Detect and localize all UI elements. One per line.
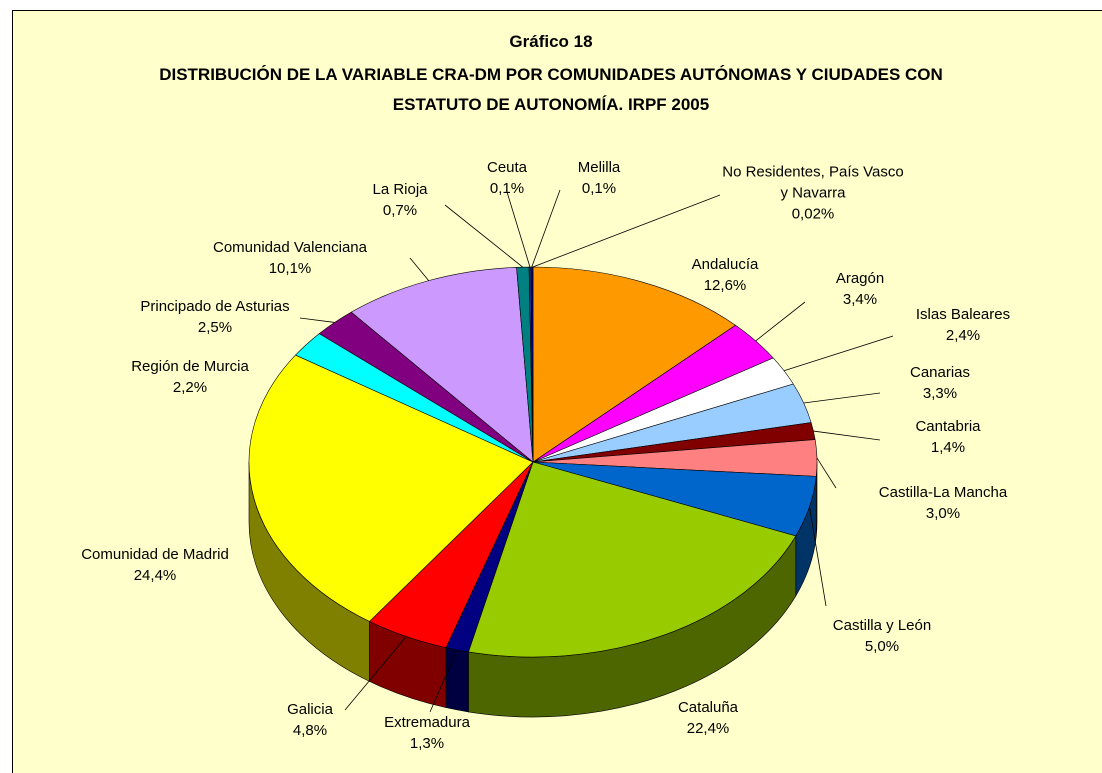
leader-line <box>816 457 837 489</box>
data-label: Castilla-La Mancha 3,0% <box>879 482 1007 524</box>
chart-subtitle: DISTRIBUCIÓN DE LA VARIABLE CRA-DM POR C… <box>159 65 943 114</box>
leader-line <box>813 430 881 441</box>
category-label: Cataluña <box>677 699 739 716</box>
value-label: 12,6% <box>703 277 747 294</box>
data-label: Principado de Asturias 2,5% <box>140 296 289 338</box>
leader-line <box>532 194 721 268</box>
data-label: Ceuta 0,1% <box>487 157 527 199</box>
data-label: La Rioja 0,7% <box>372 179 427 221</box>
category-label: Región de Murcia <box>131 358 249 375</box>
slice <box>248 354 534 622</box>
value-label: 0,7% <box>382 202 418 219</box>
value-label: 4,8% <box>292 722 328 739</box>
category-label: Galicia <box>287 701 333 718</box>
leader-line <box>531 189 561 268</box>
category-label: Castilla-La Mancha <box>878 484 1008 501</box>
slice <box>468 461 797 658</box>
category-label: Comunidad Valenciana <box>213 239 367 256</box>
data-label: No Residentes, País Vasco y Navarra 0,02% <box>718 162 908 225</box>
value-label: 5,0% <box>864 638 900 655</box>
category-label: Ceuta <box>486 159 528 176</box>
data-label: Castilla y León 5,0% <box>833 615 931 657</box>
value-label: 2,5% <box>197 319 233 336</box>
data-label: Cantabria 1,4% <box>915 416 980 458</box>
value-label: 1,3% <box>409 735 445 752</box>
leader-line <box>444 204 524 268</box>
category-label: Principado de Asturias <box>140 298 290 315</box>
category-label: Extremadura <box>384 714 470 731</box>
slice <box>350 267 534 463</box>
value-label: 10,1% <box>268 260 312 277</box>
slice-side <box>445 647 469 713</box>
category-label: Andalucía <box>691 256 759 273</box>
data-label: Melilla 0,1% <box>578 157 621 199</box>
value-label: 3,4% <box>842 291 878 308</box>
leader-line <box>344 636 407 711</box>
data-label: Cataluña 22,4% <box>678 697 738 739</box>
category-label: Melilla <box>577 159 621 176</box>
category-label: Canarias <box>909 364 971 381</box>
leader-line <box>429 649 458 713</box>
leader-line <box>299 317 335 323</box>
value-label: 0,02% <box>791 205 835 223</box>
chart-title: Gráfico 18 <box>509 32 593 51</box>
data-label: Comunidad Valenciana 10,1% <box>213 237 367 279</box>
leader-line <box>506 191 531 268</box>
data-label: Canarias 3,3% <box>910 362 970 404</box>
leader-line <box>803 392 881 404</box>
value-label: 2,4% <box>945 327 981 344</box>
data-label: Aragón 3,4% <box>836 268 884 310</box>
category-label: Aragón <box>835 270 885 287</box>
leader-line <box>755 301 806 342</box>
data-label: Andalucía 12,6% <box>692 254 759 296</box>
leader-line <box>809 506 827 607</box>
leader-line <box>783 335 894 372</box>
slice <box>532 266 737 463</box>
data-label: Galicia 4,8% <box>287 699 333 741</box>
data-label: Islas Baleares 2,4% <box>916 304 1010 346</box>
category-label: Comunidad de Madrid <box>81 546 229 563</box>
category-label: Islas Baleares <box>915 306 1011 323</box>
value-label: 3,3% <box>922 385 958 402</box>
category-label: No Residentes, País Vasco y Navarra <box>722 163 904 202</box>
value-label: 1,4% <box>930 439 966 456</box>
category-label: Cantabria <box>915 418 981 435</box>
data-label: Comunidad de Madrid 24,4% <box>81 544 229 586</box>
data-label: Región de Murcia 2,2% <box>131 356 249 398</box>
category-label: Castilla y León <box>832 617 932 634</box>
data-label: Extremadura 1,3% <box>384 712 470 754</box>
leader-line <box>409 257 429 281</box>
value-label: 2,2% <box>172 379 208 396</box>
category-label: La Rioja <box>372 181 428 198</box>
value-label: 24,4% <box>133 567 177 584</box>
value-label: 0,1% <box>489 180 525 197</box>
value-label: 22,4% <box>686 720 730 737</box>
value-label: 0,1% <box>581 180 617 197</box>
value-label: 3,0% <box>925 505 961 522</box>
